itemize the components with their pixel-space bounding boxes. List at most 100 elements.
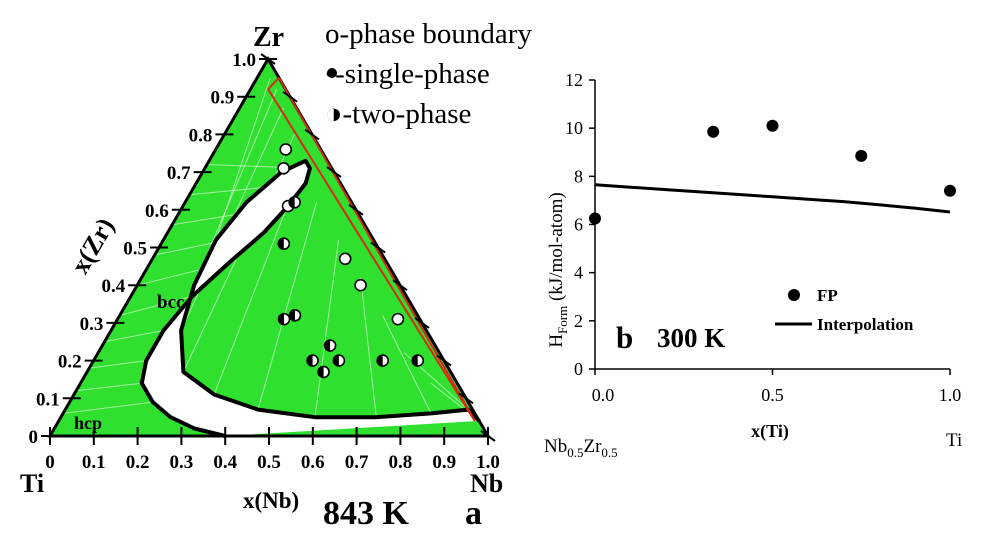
right-axis-tick: [414, 317, 430, 329]
panel-label-b: b: [616, 320, 633, 355]
y-axis-tick-label: 0: [574, 359, 583, 379]
open-circle-point: [338, 252, 352, 266]
right-axis-tick: [304, 128, 320, 141]
two-phase-point-fill: [412, 355, 418, 367]
open-circle-point: [354, 278, 367, 292]
tie-line: [63, 401, 153, 414]
left-axis-tick-label: 0.3: [80, 314, 104, 335]
open-circle-point: [277, 162, 290, 175]
x-axis-tick-label: 0.5: [761, 385, 784, 405]
temperature-label-b: 300 K: [657, 323, 725, 353]
bottom-axis-label: x(Nb): [243, 488, 299, 513]
two-phase-point-fill: [333, 355, 339, 367]
fp-point: [766, 119, 779, 132]
left-axis-tick-label: 0.1: [36, 389, 60, 410]
red-tie-triangle-edge: [267, 77, 280, 90]
legend-two: ◑-two-phase: [325, 98, 471, 130]
fp-point: [589, 212, 601, 225]
region-label-bcc: bcc: [157, 292, 184, 313]
corner-label-ti: Ti: [20, 469, 44, 498]
right-axis-tick: [458, 392, 474, 405]
y-axis-tick-label: 8: [574, 166, 583, 186]
x-axis-tick-label: 1.0: [939, 385, 962, 405]
ternary-marks: 00 0.1 0.1 0.2 0.2 0.3 0.3 0.4 0.4 0.5 0.5 0.6 0.6 0.…: [29, 50, 500, 473]
tie-line: [314, 239, 340, 418]
enthalpy-chart: 0 2 4 6 8 10 12 0.0 0.5 1.0 HForm (kJ/mol-atom) x…: [544, 70, 962, 460]
left-axis-tick-label: 1.0: [232, 50, 256, 71]
two-phase-point-fill: [377, 355, 383, 367]
open-circle-point: [391, 312, 405, 326]
tie-line: [76, 382, 142, 392]
red-tie-triangle-edge: [267, 88, 476, 422]
corner-label-nb: Nb: [470, 469, 503, 498]
bottom-axis-tick-label: 0.2: [126, 452, 150, 473]
bottom-axis-tick-label: 0.3: [170, 452, 194, 473]
y-axis-tick-label: 10: [565, 118, 583, 138]
two-phase-point-fill: [324, 340, 331, 352]
legend-fp-label: FP: [817, 286, 838, 305]
right-axis-tick: [260, 53, 276, 65]
left-axis-tick-label: 0.5: [123, 239, 147, 260]
tie-line: [382, 315, 432, 414]
tie-line: [257, 202, 318, 410]
fp-point: [707, 125, 720, 138]
left-axis-tick-label: 0.2: [58, 352, 82, 373]
two-phase-point-fill: [289, 196, 295, 208]
legend-single: •-single-phase: [325, 58, 490, 90]
bottom-axis-tick-label: 0.6: [301, 452, 325, 473]
ternary-phase-diagram: 00 0.1 0.1 0.2 0.2 0.3 0.3 0.4 0.4 0.5 0.5 0.6 0.6 0.…: [20, 18, 532, 532]
enthalpy-marks: 0 2 4 6 8 10 12 0.0 0.5 1.0: [565, 70, 961, 405]
fp-point: [855, 149, 868, 162]
left-axis-tick-label: 0: [29, 427, 39, 448]
tie-line: [119, 296, 193, 316]
bottom-axis-tick-label: 0.4: [213, 452, 237, 473]
bottom-axis-tick-label: 0.5: [257, 452, 281, 473]
bottom-axis-tick-label: 0.7: [345, 452, 369, 473]
right-axis-tick: [436, 354, 452, 367]
right-axis-tick: [370, 241, 386, 254]
bottom-axis-tick-label: 0.1: [82, 452, 106, 473]
y-axis-tick-label: 6: [574, 215, 583, 235]
left-axis-tick-label: 0.4: [101, 276, 125, 297]
x-axis-label-b: x(Ti): [751, 421, 789, 442]
two-phase-point-fill: [278, 238, 284, 250]
x-end-label-left: Nb0.5Zr0.5: [544, 436, 618, 460]
right-axis-tick: [282, 90, 298, 103]
corner-label-zr: Zr: [253, 22, 284, 53]
x-end-label-right: Ti: [946, 430, 962, 451]
panel-label-a: a: [465, 495, 482, 532]
left-axis-tick-label: 0.7: [167, 163, 191, 184]
fp-point: [944, 184, 956, 197]
y-axis-label-b: HForm (kJ/mol-atom): [546, 192, 570, 347]
two-phase-point-fill: [307, 355, 313, 367]
bottom-axis-tick-label: 0: [45, 452, 55, 473]
temperature-label-a: 843 K: [323, 495, 410, 532]
left-axis-tick-label: 0.6: [145, 201, 169, 222]
x-axis-tick-label: 0.0: [592, 385, 615, 405]
interpolation-line: [594, 183, 951, 214]
y-axis-tick-label: 4: [574, 263, 583, 283]
legend-fp-marker: [788, 289, 800, 301]
legend-open: o-phase boundary: [325, 18, 532, 50]
right-axis-tick: [326, 166, 342, 178]
y-axis-tick-label: 12: [565, 70, 583, 90]
bottom-axis-tick-label: 0.9: [432, 452, 456, 473]
bottom-axis-tick-label: 0.8: [389, 452, 413, 473]
tie-line: [360, 277, 377, 418]
legend-interp-label: Interpolation: [817, 315, 914, 334]
two-phase-point-fill: [289, 309, 295, 321]
left-axis-label: x(Zr): [65, 213, 120, 279]
legend-single-marker: [327, 68, 337, 78]
left-axis-tick-label: 0.9: [210, 88, 234, 109]
left-axis-tick-label: 0.8: [189, 125, 213, 146]
two-phase-point-fill: [278, 313, 285, 325]
tie-line: [104, 329, 164, 343]
bottom-axis-tick-label: 1.0: [476, 452, 500, 473]
y-axis-tick-label: 2: [574, 311, 583, 331]
right-axis-tick: [392, 279, 408, 292]
open-circle-point: [279, 143, 293, 156]
two-phase-point-fill: [318, 366, 324, 378]
right-axis-tick: [348, 203, 364, 216]
tie-line: [89, 360, 147, 369]
